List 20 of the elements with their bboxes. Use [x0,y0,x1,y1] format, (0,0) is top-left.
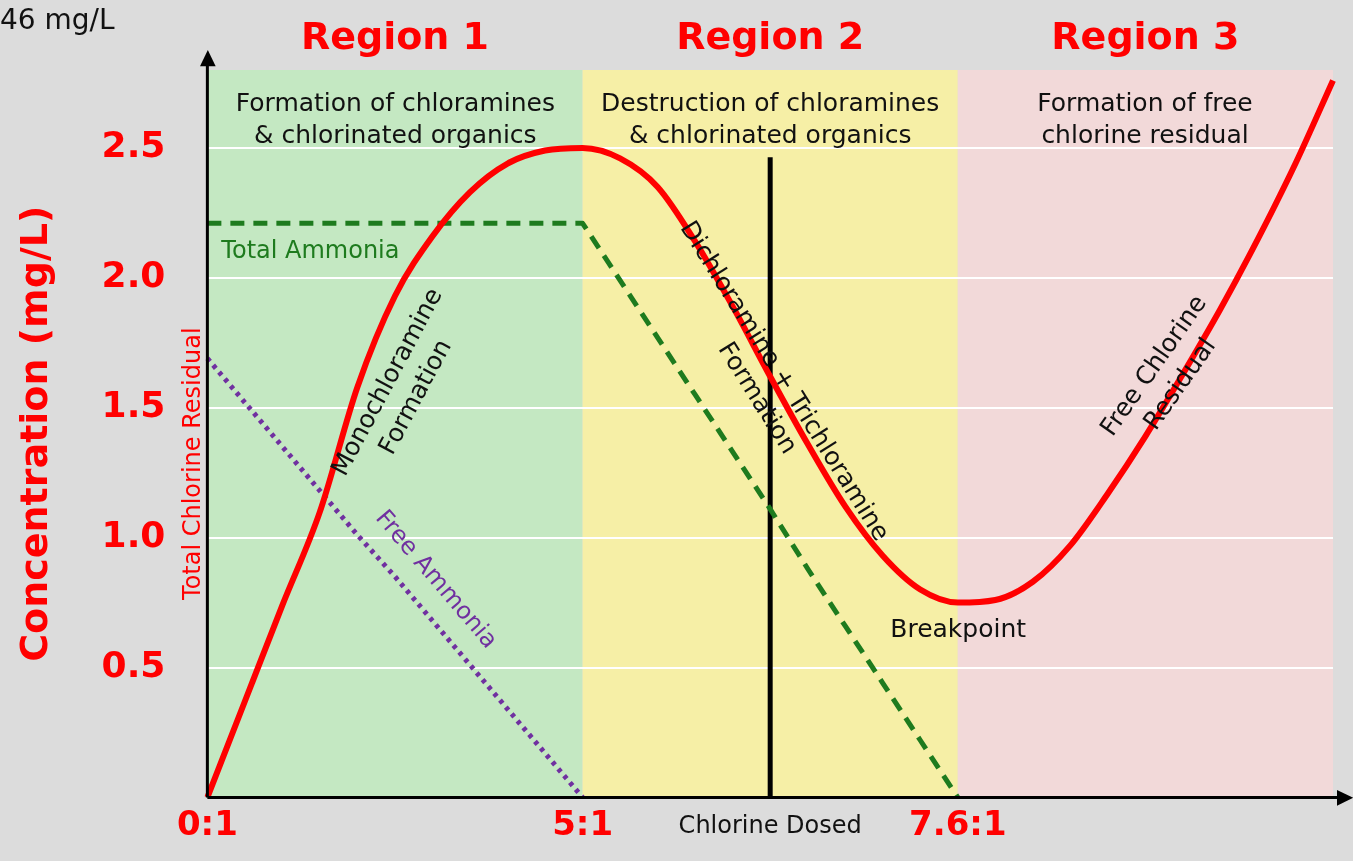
y-tick-label: 0.5 [101,643,166,685]
annotation: Formation of chloramines & chlorinated organics [235,88,555,150]
text: Region 3 [1051,13,1240,58]
y-tick-label: 2.0 [101,254,166,296]
band-label: Region 2 [676,13,865,58]
y-axis-title: Concentration (mg/L) [11,205,56,662]
x-tick-label: 5:1 [552,802,614,843]
x-tick-label: 0:1 [176,802,238,843]
x-tick-label: 7.6:1 [909,802,1007,843]
annotation: Breakpoint [890,613,1027,643]
annotation: Destruction of chloramines & chlorinated organics [601,88,940,150]
text: 46 mg/L [0,3,116,37]
band-label: Region 1 [300,13,490,58]
y-tick-label: 2.5 [101,124,166,166]
y-tick-label: 1.0 [101,513,166,555]
series-label: Total Ammonia [220,235,400,264]
y-tick-label: 1.5 [101,384,166,426]
x-axis-title: Chlorine Dosed [678,810,862,839]
annotation: Formation of free chlorine residual [1037,88,1253,150]
text: Total Chlorine Residual [177,327,206,601]
